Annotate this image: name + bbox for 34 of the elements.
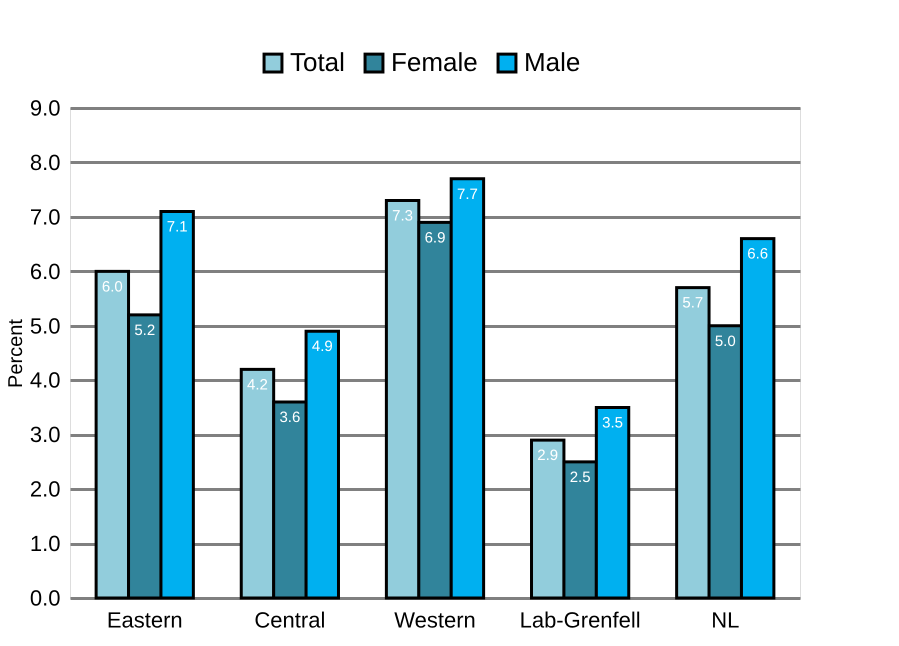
y-tick-label: 1.0 xyxy=(30,531,60,556)
data-label: 7.1 xyxy=(166,218,188,236)
legend-label: Female xyxy=(391,47,478,78)
data-label: 6.9 xyxy=(424,229,446,246)
data-label: 7.7 xyxy=(456,186,478,203)
data-label: 5.7 xyxy=(682,294,704,312)
y-tick-label: 4.0 xyxy=(30,368,60,393)
data-label: 6.0 xyxy=(102,278,123,296)
y-axis-title: Percent xyxy=(4,318,27,388)
y-tick-label: 6.0 xyxy=(30,258,60,284)
x-tick-label: Lab-Grenfell xyxy=(520,608,641,632)
y-tick-label: 2.0 xyxy=(30,476,60,502)
data-label: 7.3 xyxy=(392,208,414,225)
data-label: 5.2 xyxy=(134,322,156,339)
legend-label: Male xyxy=(524,47,580,78)
y-tick-label: 0.0 xyxy=(30,586,60,610)
data-label: 3.5 xyxy=(602,414,623,432)
data-label: 2.9 xyxy=(537,447,558,464)
x-tick-label: Central xyxy=(254,608,326,632)
data-label: 3.6 xyxy=(279,409,300,426)
x-tick-label: Eastern xyxy=(106,608,183,632)
y-tick-label: 7.0 xyxy=(30,204,60,230)
y-tick-label: 3.0 xyxy=(30,422,60,448)
data-label: 5.0 xyxy=(714,332,736,350)
data-label: 2.5 xyxy=(570,468,591,486)
data-label: 4.2 xyxy=(247,376,268,394)
x-tick-label: Western xyxy=(394,608,476,632)
data-label: 6.6 xyxy=(747,246,768,263)
y-tick-label: 5.0 xyxy=(30,313,60,338)
y-tick-label: 8.0 xyxy=(30,150,60,175)
legend-label: Total xyxy=(290,47,345,78)
y-tick-label: 9.0 xyxy=(30,96,60,120)
data-label: 4.9 xyxy=(312,338,333,356)
x-tick-label: NL xyxy=(711,608,740,632)
